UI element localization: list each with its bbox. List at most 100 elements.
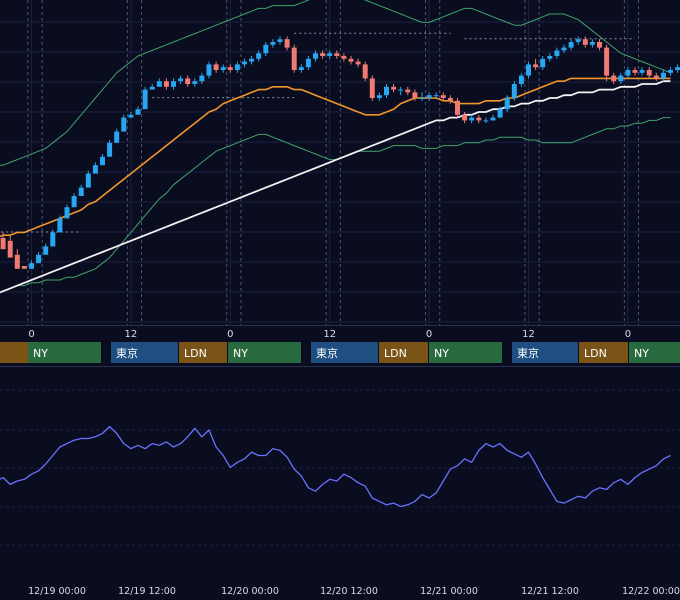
candle-up[interactable] — [639, 70, 645, 73]
candle-up[interactable] — [561, 47, 567, 51]
candle-up[interactable] — [675, 67, 680, 70]
candle-up[interactable] — [660, 72, 666, 79]
candle-down[interactable] — [533, 64, 539, 68]
candle-down[interactable] — [0, 238, 6, 250]
candle-up[interactable] — [568, 42, 574, 48]
candle-down[interactable] — [455, 100, 460, 115]
candle-down[interactable] — [7, 240, 13, 258]
candle-down[interactable] — [21, 266, 27, 269]
candle-down[interactable] — [391, 86, 397, 90]
candle-up[interactable] — [71, 196, 77, 208]
candle-down[interactable] — [362, 64, 368, 79]
candle-up[interactable] — [36, 254, 42, 264]
candle-up[interactable] — [547, 56, 553, 59]
candle-down[interactable] — [213, 64, 219, 70]
candle-up[interactable] — [526, 64, 531, 76]
candle-up[interactable] — [554, 50, 560, 56]
candle-up[interactable] — [618, 75, 624, 82]
candle-down[interactable] — [284, 39, 290, 48]
candle-up[interactable] — [57, 218, 63, 233]
candle-up[interactable] — [206, 64, 212, 76]
candle-up[interactable] — [518, 75, 524, 84]
candle-up[interactable] — [29, 263, 34, 269]
candle-up[interactable] — [384, 86, 389, 96]
candle-down[interactable] — [163, 81, 169, 87]
candle-down[interactable] — [185, 78, 191, 84]
candle-up[interactable] — [305, 58, 311, 68]
candle-up[interactable] — [149, 86, 155, 90]
candle-up[interactable] — [483, 120, 489, 122]
candle-up[interactable] — [128, 114, 134, 118]
candle-up[interactable] — [220, 67, 226, 70]
candle-up[interactable] — [64, 207, 70, 219]
candle-up[interactable] — [270, 42, 276, 45]
candle-up[interactable] — [490, 117, 496, 121]
candle-down[interactable] — [653, 75, 659, 79]
candle-up[interactable] — [398, 89, 404, 91]
candle-up[interactable] — [156, 81, 162, 87]
candle-up[interactable] — [114, 131, 120, 143]
candle-up[interactable] — [43, 246, 49, 255]
candle-up[interactable] — [376, 95, 382, 98]
candle-up[interactable] — [668, 70, 673, 73]
candle-up[interactable] — [171, 81, 176, 87]
candle-up[interactable] — [419, 98, 425, 99]
candle-up[interactable] — [469, 117, 475, 121]
candle-up[interactable] — [313, 53, 318, 59]
candle-up[interactable] — [78, 187, 84, 196]
candle-up[interactable] — [234, 64, 240, 70]
candle-down[interactable] — [320, 53, 326, 56]
candle-down[interactable] — [334, 53, 340, 56]
candle-up[interactable] — [92, 165, 98, 174]
candle-down[interactable] — [369, 78, 375, 98]
candle-up[interactable] — [107, 142, 113, 157]
candle-down[interactable] — [582, 39, 588, 45]
candle-up[interactable] — [85, 173, 91, 188]
candle-up[interactable] — [256, 53, 262, 59]
candle-up[interactable] — [178, 78, 184, 82]
candle-down[interactable] — [291, 47, 297, 70]
candle-down[interactable] — [14, 254, 20, 269]
candle-up[interactable] — [135, 109, 141, 115]
candle-up[interactable] — [277, 39, 283, 42]
candle-down[interactable] — [597, 42, 602, 48]
candle-up[interactable] — [426, 95, 432, 98]
candle-up[interactable] — [575, 39, 581, 42]
candle-down[interactable] — [440, 95, 446, 98]
candle-up[interactable] — [199, 75, 205, 82]
candle-down[interactable] — [447, 98, 453, 101]
candle-up[interactable] — [540, 58, 546, 68]
candle-up[interactable] — [589, 42, 595, 45]
candle-up[interactable] — [100, 156, 105, 166]
candle-up[interactable] — [298, 67, 304, 70]
candle-up[interactable] — [121, 117, 127, 132]
candle-down[interactable] — [405, 89, 411, 93]
candle-down[interactable] — [646, 70, 652, 76]
candle-up[interactable] — [433, 95, 439, 97]
candle-up[interactable] — [263, 44, 269, 54]
candle-up[interactable] — [511, 84, 517, 98]
candlesticks[interactable] — [0, 36, 680, 269]
candle-up[interactable] — [50, 232, 56, 247]
candle-up[interactable] — [242, 61, 247, 65]
candle-up[interactable] — [327, 53, 333, 56]
candle-up[interactable] — [249, 58, 255, 62]
session-block-newyork — [228, 342, 301, 363]
candle-up[interactable] — [504, 98, 510, 110]
candle-down[interactable] — [632, 70, 638, 73]
candle-up[interactable] — [625, 70, 631, 76]
candle-down[interactable] — [348, 58, 354, 62]
candle-down[interactable] — [355, 61, 361, 65]
candle-up[interactable] — [142, 89, 148, 110]
candle-down[interactable] — [412, 92, 418, 98]
candle-down[interactable] — [476, 117, 482, 121]
candle-down[interactable] — [227, 67, 233, 70]
candle-down[interactable] — [341, 56, 347, 59]
candle-down[interactable] — [611, 75, 617, 82]
candle-up[interactable] — [192, 81, 198, 84]
hour-tick-label: 0 — [426, 329, 432, 340]
candle-down[interactable] — [604, 47, 610, 76]
candle-up[interactable] — [497, 109, 503, 118]
candle-down[interactable] — [462, 114, 468, 121]
